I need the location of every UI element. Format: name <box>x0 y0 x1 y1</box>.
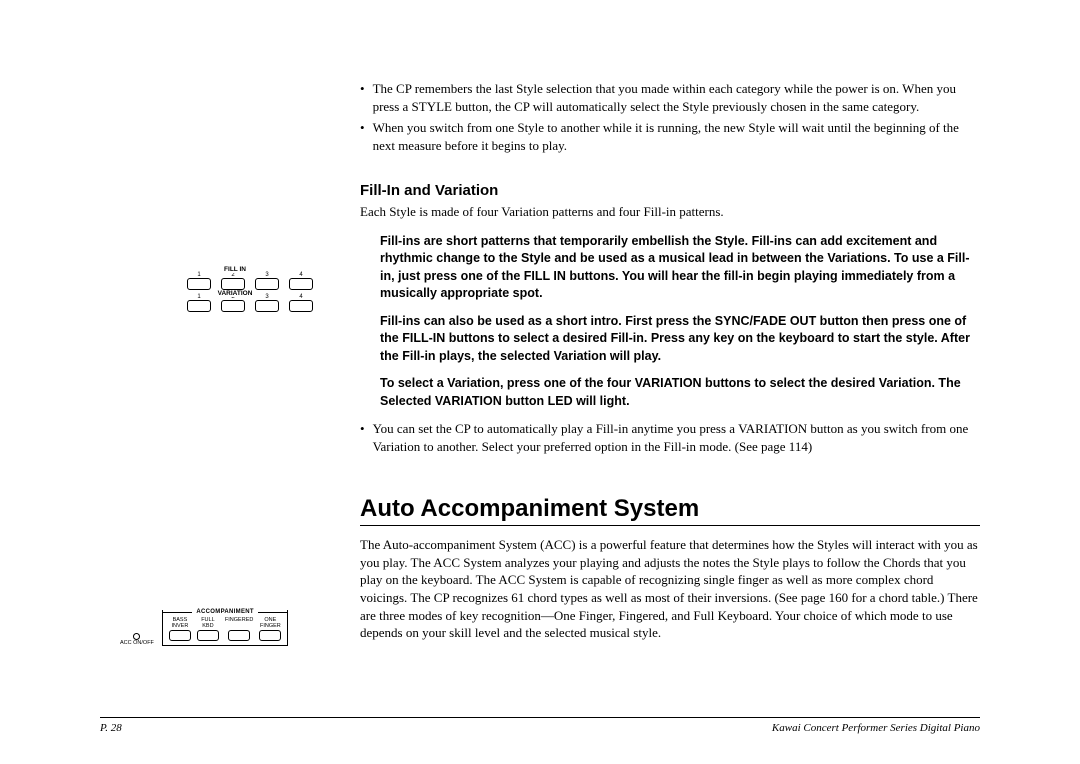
acc-frame-label: ACCOMPANIMENT <box>192 609 257 615</box>
acc-full-kbd-button[interactable] <box>197 630 219 641</box>
fillin-heading: Fill-In and Variation <box>360 182 980 199</box>
fillin-button-3[interactable] <box>255 278 279 290</box>
footer-title: Kawai Concert Performer Series Digital P… <box>772 722 980 734</box>
auto-heading: Auto Accompaniment System <box>360 495 980 526</box>
bullet-text: The CP remembers the last Style selectio… <box>373 80 980 115</box>
acc-fingered-button[interactable] <box>228 630 250 641</box>
page-footer: P. 28 Kawai Concert Performer Series Dig… <box>100 717 980 734</box>
page: The CP remembers the last Style selectio… <box>100 80 980 734</box>
top-bullets: The CP remembers the last Style selectio… <box>360 80 980 154</box>
variation-button-1[interactable] <box>187 300 211 312</box>
fillin-button-1[interactable] <box>187 278 211 290</box>
bullet-text: You can set the CP to automatically play… <box>373 420 980 455</box>
acc-btn-label: KBD <box>202 623 213 629</box>
acc-figure: ACC ON/OFF ACCOMPANIMENT BASSINVER FULLK… <box>120 610 330 646</box>
variation-button-2[interactable] <box>221 300 245 312</box>
acc-bass-inver-button[interactable] <box>169 630 191 641</box>
bullet-text: When you switch from one Style to anothe… <box>373 119 980 154</box>
variation-button-4[interactable] <box>289 300 313 312</box>
acc-btn-label: FINGER <box>260 623 281 629</box>
acc-onoff-label: ACC ON/OFF <box>120 641 154 647</box>
bullet-item: The CP remembers the last Style selectio… <box>360 80 980 115</box>
auto-section: Auto Accompaniment System The Auto-accom… <box>360 495 980 641</box>
fillin-section: Fill-In and Variation Each Style is made… <box>360 182 980 455</box>
fillin-intro: Each Style is made of four Variation pat… <box>360 203 980 221</box>
variation-label: VARIATION <box>214 290 257 297</box>
fillin-button-2[interactable] <box>221 278 245 290</box>
fillin-para-2: Fill-ins can also be used as a short int… <box>380 313 980 366</box>
acc-one-finger-button[interactable] <box>259 630 281 641</box>
fillin-button-4[interactable] <box>289 278 313 290</box>
fillin-label: FILL IN <box>220 266 250 273</box>
acc-btn-label: FINGERED <box>225 617 253 623</box>
acc-led-icon <box>133 633 140 640</box>
fillin-para-1: Fill-ins are short patterns that tempora… <box>380 233 980 303</box>
fillin-para-3: To select a Variation, press one of the … <box>380 375 980 410</box>
auto-para: The Auto-accompaniment System (ACC) is a… <box>360 536 980 641</box>
bullet-item: When you switch from one Style to anothe… <box>360 119 980 154</box>
variation-button-3[interactable] <box>255 300 279 312</box>
page-number: P. 28 <box>100 722 122 734</box>
fillin-figure: FILL IN 1 2 3 4 VARIATION 1 2 3 4 <box>170 270 330 316</box>
acc-btn-label: INVER <box>172 623 189 629</box>
bullet-item: You can set the CP to automatically play… <box>360 420 980 455</box>
